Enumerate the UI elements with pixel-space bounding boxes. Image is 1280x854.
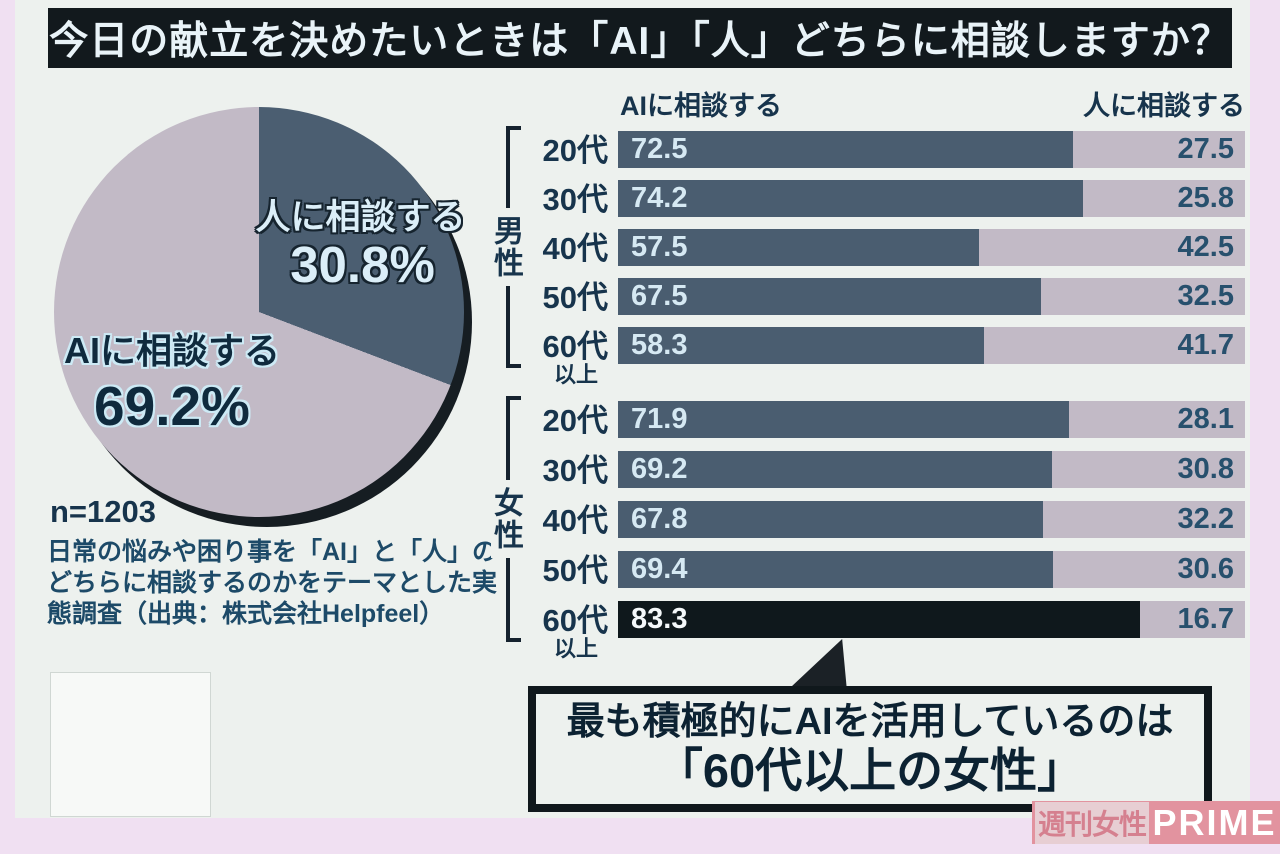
group-label-women: 女性 [489,480,527,558]
pie-value-ai: 69.2% [94,375,250,437]
caption-line: どちらに相談するのかをテーマとした実 [47,569,498,597]
bar-row-女性-50代: 69.4 30.6 [618,551,1245,588]
bar-segment-hito: 28.1 [1068,401,1245,438]
age-sublabel-男性: 以上 [553,362,598,387]
bar-segment-ai: 67.8 [618,501,1044,538]
bar-row-男性-20代: 72.5 27.5 [618,131,1245,168]
page-title: 今日の献立を決めたいときは「AI」「人」どちらに相談しますか？ [49,20,1231,63]
bar-segment-hito: 32.5 [1041,278,1245,315]
survey-caption: 日常の悩みや困り事を「AI」と「人」の どちらに相談するのかをテーマとした実 態… [47,537,525,630]
bar-segment-ai: 69.4 [618,551,1054,588]
logo-badge: 週刊女性 [1035,801,1150,844]
age-label-女性-50代: 50代 [542,553,608,588]
age-sublabel-女性: 以上 [553,636,598,661]
bar-segment-ai: 72.5 [618,131,1073,168]
bar-row-男性-60代以上: 58.3 41.7 [618,327,1245,364]
age-label-男性-60代以上: 60代 [542,329,608,364]
bar-segment-ai: 58.3 [618,327,984,364]
bar-segment-ai: 83.3 [618,601,1141,638]
bar-segment-hito: 30.8 [1051,451,1245,488]
title-banner: 今日の献立を決めたいときは「AI」「人」どちらに相談しますか？ [48,8,1232,68]
bar-segment-ai: 67.5 [618,278,1042,315]
logo-prime-text: PRIME [1152,802,1277,843]
bar-segment-hito: 16.7 [1140,601,1245,638]
age-label-女性-20代: 20代 [542,403,608,438]
bar-segment-ai: 74.2 [618,180,1084,217]
legend-hito: 人に相談する [1083,91,1245,121]
pie-label-hito: 人に相談する [255,198,466,237]
bar-row-男性-30代: 74.2 25.8 [618,180,1245,217]
callout-box: 最も積極的にAIを活用しているのは 「60代以上の女性」 [528,686,1212,812]
pie-chart [54,107,464,517]
pie-label-ai: AIに相談する [63,330,280,371]
bar-segment-ai: 57.5 [618,229,979,266]
bar-segment-hito: 25.8 [1083,180,1245,217]
bar-row-男性-50代: 67.5 32.5 [618,278,1245,315]
age-label-男性-50代: 50代 [542,280,608,315]
bar-segment-hito: 42.5 [978,229,1245,266]
watermark-box [50,672,211,817]
bar-segment-hito: 41.7 [983,327,1245,364]
bar-row-女性-40代: 67.8 32.2 [618,501,1245,538]
callout-highlight-text: 「60代以上の女性」 [655,744,1085,797]
bar-row-男性-40代: 57.5 42.5 [618,229,1245,266]
group-label-men: 男性 [489,208,527,286]
sample-size: n=1203 [50,494,157,529]
bar-segment-ai: 71.9 [618,401,1069,438]
age-label-女性-40代: 40代 [542,503,608,538]
site-logo: 週刊女性 PRIME [1032,801,1280,844]
age-label-男性-20代: 20代 [542,133,608,168]
age-label-女性-30代: 30代 [542,453,608,488]
bar-segment-ai: 69.2 [618,451,1052,488]
bar-segment-hito: 27.5 [1072,131,1245,168]
age-label-女性-60代以上: 60代 [542,603,608,638]
bar-segment-hito: 30.6 [1053,551,1245,588]
bar-row-女性-30代: 69.2 30.8 [618,451,1245,488]
caption-line: 態調査（出典：株式会社Helpfeel） [47,600,445,628]
bar-row-女性-20代: 71.9 28.1 [618,401,1245,438]
caption-line: 日常の悩みや困り事を「AI」と「人」の [47,538,498,566]
bar-row-女性-60代以上: 83.3 16.7 [618,601,1245,638]
age-label-男性-30代: 30代 [542,182,608,217]
legend-ai: AIに相談する [620,91,782,121]
age-label-男性-40代: 40代 [542,231,608,266]
callout-text: 最も積極的にAIを活用しているのは [566,701,1174,744]
pie-value-hito: 30.8% [290,236,435,293]
bar-segment-hito: 32.2 [1043,501,1245,538]
